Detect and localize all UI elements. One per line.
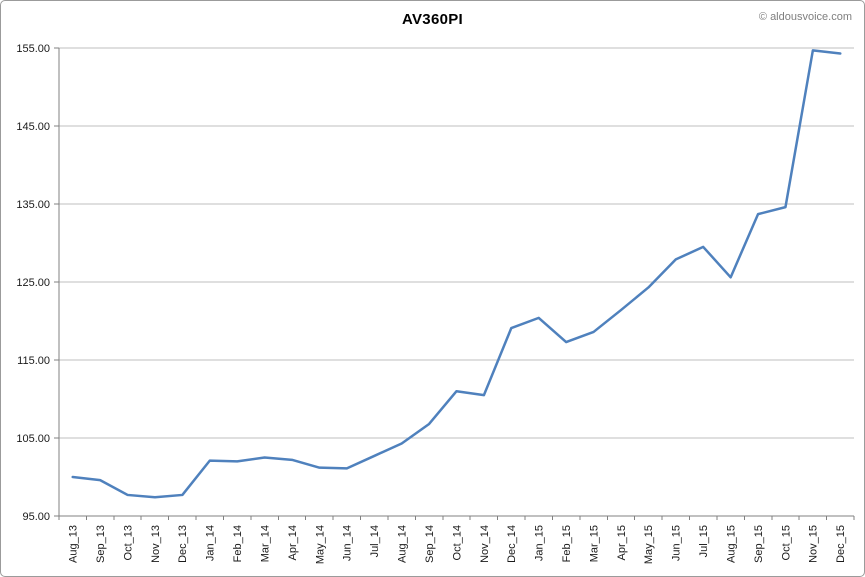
x-tick-label: Jun_14 [342,525,354,561]
y-tick-label: 135.00 [16,199,50,211]
x-tick-label: Sep_15 [753,525,765,563]
x-tick-label: Dec_13 [177,525,189,563]
x-tick-label: Apr_15 [616,525,628,560]
x-tick-label: Aug_13 [68,525,80,563]
x-tick-label: Dec_14 [506,525,518,563]
y-tick-label: 95.00 [22,511,50,523]
y-tick-label: 115.00 [17,355,50,367]
chart-title: AV360PI [401,11,464,28]
y-tick-label: 145.00 [16,121,50,133]
series-line [71,49,842,499]
x-tick-label: Jul_15 [698,525,710,557]
x-tick-label: Jan_14 [205,525,217,561]
x-tick-label: May_15 [643,525,655,564]
x-tick-label: Nov_13 [150,525,162,563]
x-tick-label: Aug_14 [397,525,409,563]
x-tick-label: Mar_15 [588,525,600,562]
y-tick-label: 105.00 [16,433,50,445]
x-tick-label: May_14 [314,525,326,564]
x-tick-label: Jul_14 [369,525,381,557]
x-tick-label: Jun_15 [671,525,683,561]
x-tick-label: Aug_15 [725,525,737,563]
x-tick-label: Apr_14 [287,525,299,560]
x-tick-label: Oct_13 [122,525,134,560]
x-tick-label: Nov_14 [479,525,491,563]
y-tick-label: 125.00 [16,277,50,289]
x-tick-label: Nov_15 [808,525,820,563]
x-tick-label: Feb_14 [232,525,244,562]
x-tick-label: Oct_14 [451,525,463,560]
x-tick-label: Sep_14 [424,525,436,563]
x-tick-label: Feb_15 [561,525,573,562]
x-tick-label: Dec_15 [835,525,847,563]
x-tick-label: Mar_14 [259,525,271,562]
watermark-credit: © aldousvoice.com [758,11,852,23]
x-tick-label: Sep_13 [95,525,107,563]
x-tick-label: Jan_15 [534,525,546,561]
y-tick-label: 155.00 [16,43,50,55]
x-tick-label: Oct_15 [780,525,792,560]
